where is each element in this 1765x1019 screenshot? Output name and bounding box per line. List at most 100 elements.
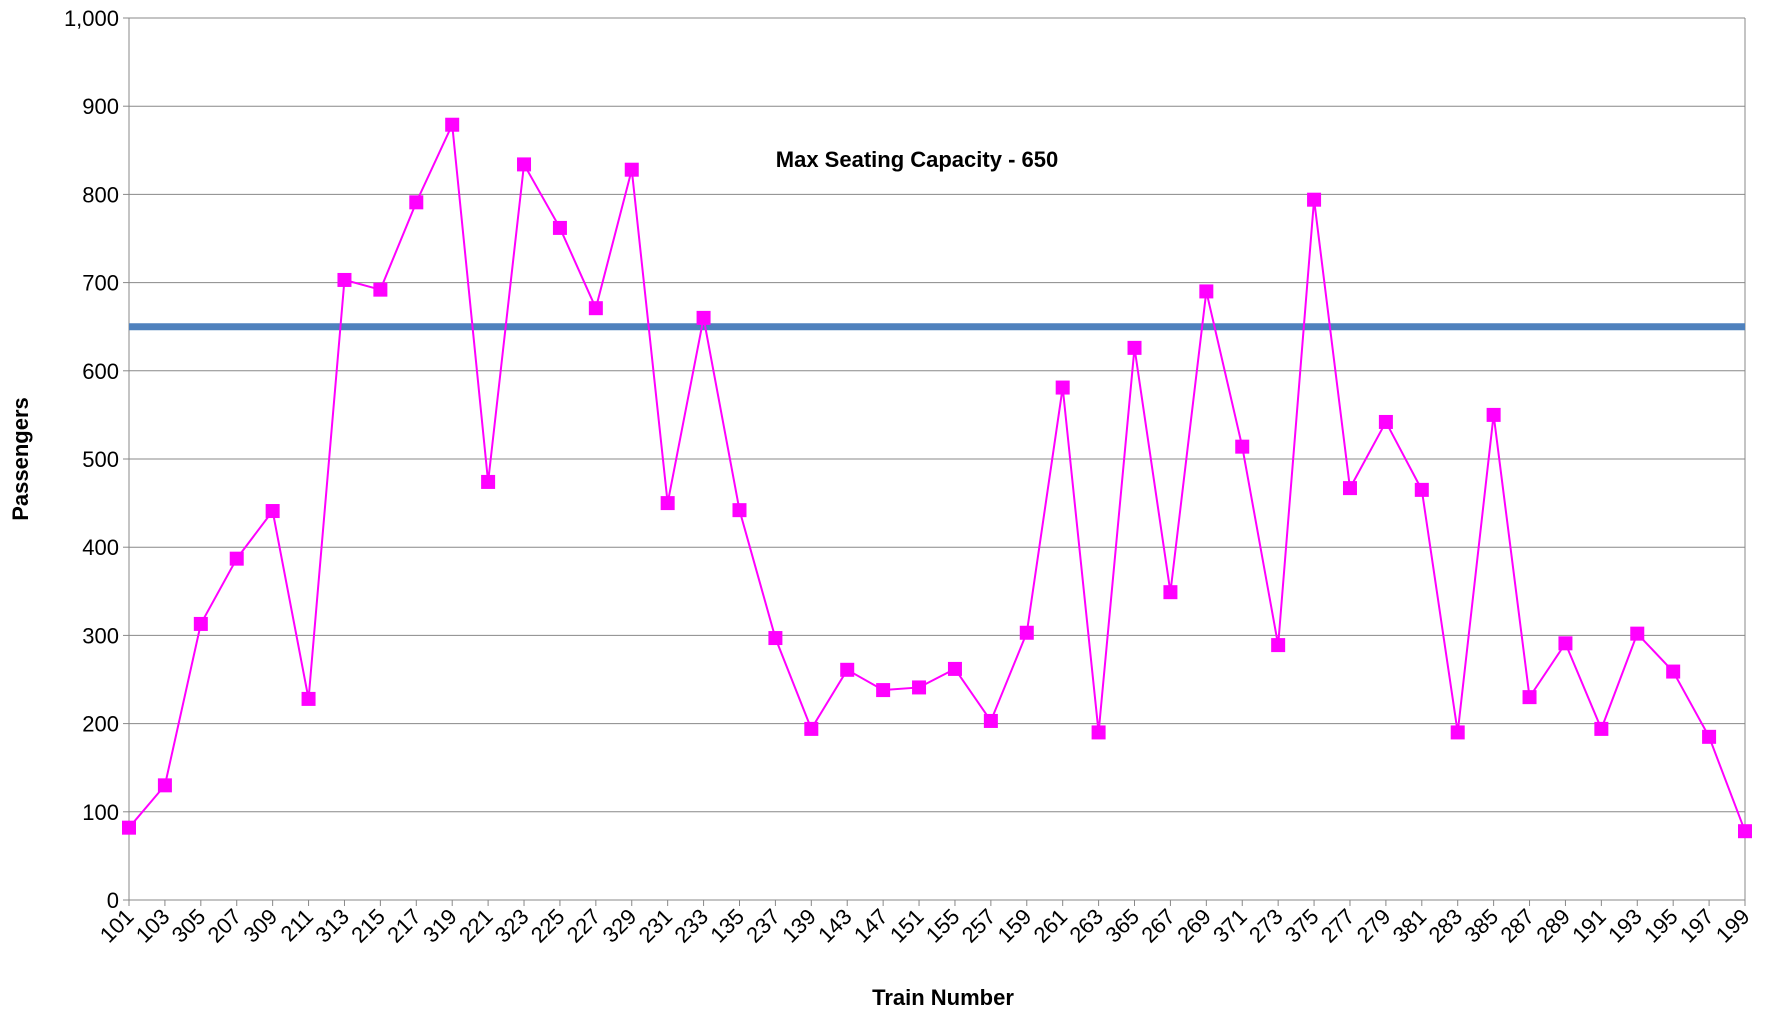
x-tick-label: 385: [1460, 904, 1504, 948]
data-point: [624, 162, 639, 177]
x-tick-label: 309: [239, 904, 283, 948]
data-point: [1163, 585, 1178, 600]
data-point: [301, 691, 316, 706]
data-point: [732, 503, 747, 518]
x-tick-label: 287: [1495, 904, 1539, 948]
x-tick-label: 191: [1567, 904, 1611, 948]
data-point: [157, 778, 172, 793]
data-point: [1378, 414, 1393, 429]
data-point: [373, 282, 388, 297]
y-tick-label: 300: [82, 623, 119, 648]
data-point: [1594, 721, 1609, 736]
data-point: [840, 662, 855, 677]
data-point: [1342, 481, 1357, 496]
x-tick-label: 269: [1172, 904, 1216, 948]
data-point: [876, 683, 891, 698]
data-point: [1522, 690, 1537, 705]
x-tick-label: 263: [1064, 904, 1108, 948]
data-point: [912, 680, 927, 695]
y-tick-label: 500: [82, 447, 119, 472]
y-tick-label: 1,000: [64, 6, 119, 31]
data-point: [229, 551, 244, 566]
data-point: [1091, 725, 1106, 740]
x-tick-label: 231: [634, 904, 678, 948]
data-point: [983, 713, 998, 728]
series-line: [128, 120, 1746, 832]
data-point: [804, 721, 819, 736]
y-tick-label: 700: [82, 271, 119, 296]
x-tick-label: 195: [1639, 904, 1683, 948]
y-tick-label: 200: [82, 712, 119, 737]
data-point: [265, 504, 280, 519]
data-point: [1450, 725, 1465, 740]
x-tick-label: 261: [1029, 904, 1073, 948]
x-tick-label: 193: [1603, 904, 1647, 948]
x-tick-label: 199: [1711, 904, 1755, 948]
y-tick-label: 0: [107, 888, 119, 913]
data-point: [1702, 729, 1717, 744]
x-tick-label: 289: [1531, 904, 1575, 948]
x-tick-label: 257: [957, 904, 1001, 948]
x-tick-label: 227: [562, 904, 606, 948]
y-tick-label: 600: [82, 359, 119, 384]
data-point: [1414, 482, 1429, 497]
y-axis-title: Passengers: [8, 397, 33, 521]
y-tick-label: 100: [82, 800, 119, 825]
x-tick-label: 329: [598, 904, 642, 948]
x-tick-label: 143: [813, 904, 857, 948]
data-point: [588, 301, 603, 316]
data-point: [1055, 380, 1070, 395]
data-point: [552, 220, 567, 235]
x-tick-label: 313: [310, 904, 354, 948]
data-point: [122, 820, 136, 835]
x-tick-label: 305: [167, 904, 211, 948]
x-tick-label: 225: [526, 904, 570, 948]
x-tick-label: 237: [741, 904, 785, 948]
data-point: [1738, 824, 1752, 839]
x-tick-label: 151: [885, 904, 929, 948]
y-tick-label: 800: [82, 182, 119, 207]
x-tick-label: 197: [1675, 904, 1719, 948]
data-point: [481, 474, 496, 489]
x-tick-label: 375: [1280, 904, 1324, 948]
x-tick-label: 139: [777, 904, 821, 948]
x-tick-label: 221: [454, 904, 498, 948]
x-tick-label: 319: [418, 904, 462, 948]
x-tick-label: 211: [276, 904, 318, 946]
data-point: [1486, 407, 1501, 422]
x-tick-label: 233: [669, 904, 713, 948]
data-point: [1307, 192, 1322, 207]
data-point: [193, 616, 208, 631]
x-tick-label: 101: [95, 904, 139, 948]
data-point: [1558, 636, 1573, 651]
x-tick-label: 267: [1136, 904, 1180, 948]
x-tick-label: 217: [382, 904, 426, 948]
data-point: [1127, 340, 1142, 355]
x-tick-label: 273: [1244, 904, 1288, 948]
x-tick-label: 371: [1208, 904, 1252, 948]
x-tick-label: 323: [490, 904, 534, 948]
data-point: [1666, 664, 1681, 679]
x-tick-label: 283: [1424, 904, 1468, 948]
data-point: [1630, 626, 1645, 641]
data-point: [660, 496, 675, 511]
y-tick-label: 400: [82, 535, 119, 560]
x-tick-label: 155: [921, 904, 965, 948]
data-point: [409, 195, 424, 210]
x-tick-label: 277: [1316, 904, 1360, 948]
x-tick-label: 365: [1100, 904, 1144, 948]
x-tick-label: 381: [1388, 904, 1432, 948]
x-tick-label: 135: [705, 904, 749, 948]
x-tick-label: 207: [203, 904, 247, 948]
x-tick-label: 159: [993, 904, 1037, 948]
data-point: [445, 117, 460, 132]
x-tick-label: 147: [849, 904, 893, 948]
data-point: [1271, 638, 1286, 653]
data-point: [696, 310, 711, 325]
data-point: [768, 631, 783, 646]
data-point: [1199, 284, 1214, 299]
data-point: [517, 157, 532, 172]
data-point: [1019, 625, 1034, 640]
